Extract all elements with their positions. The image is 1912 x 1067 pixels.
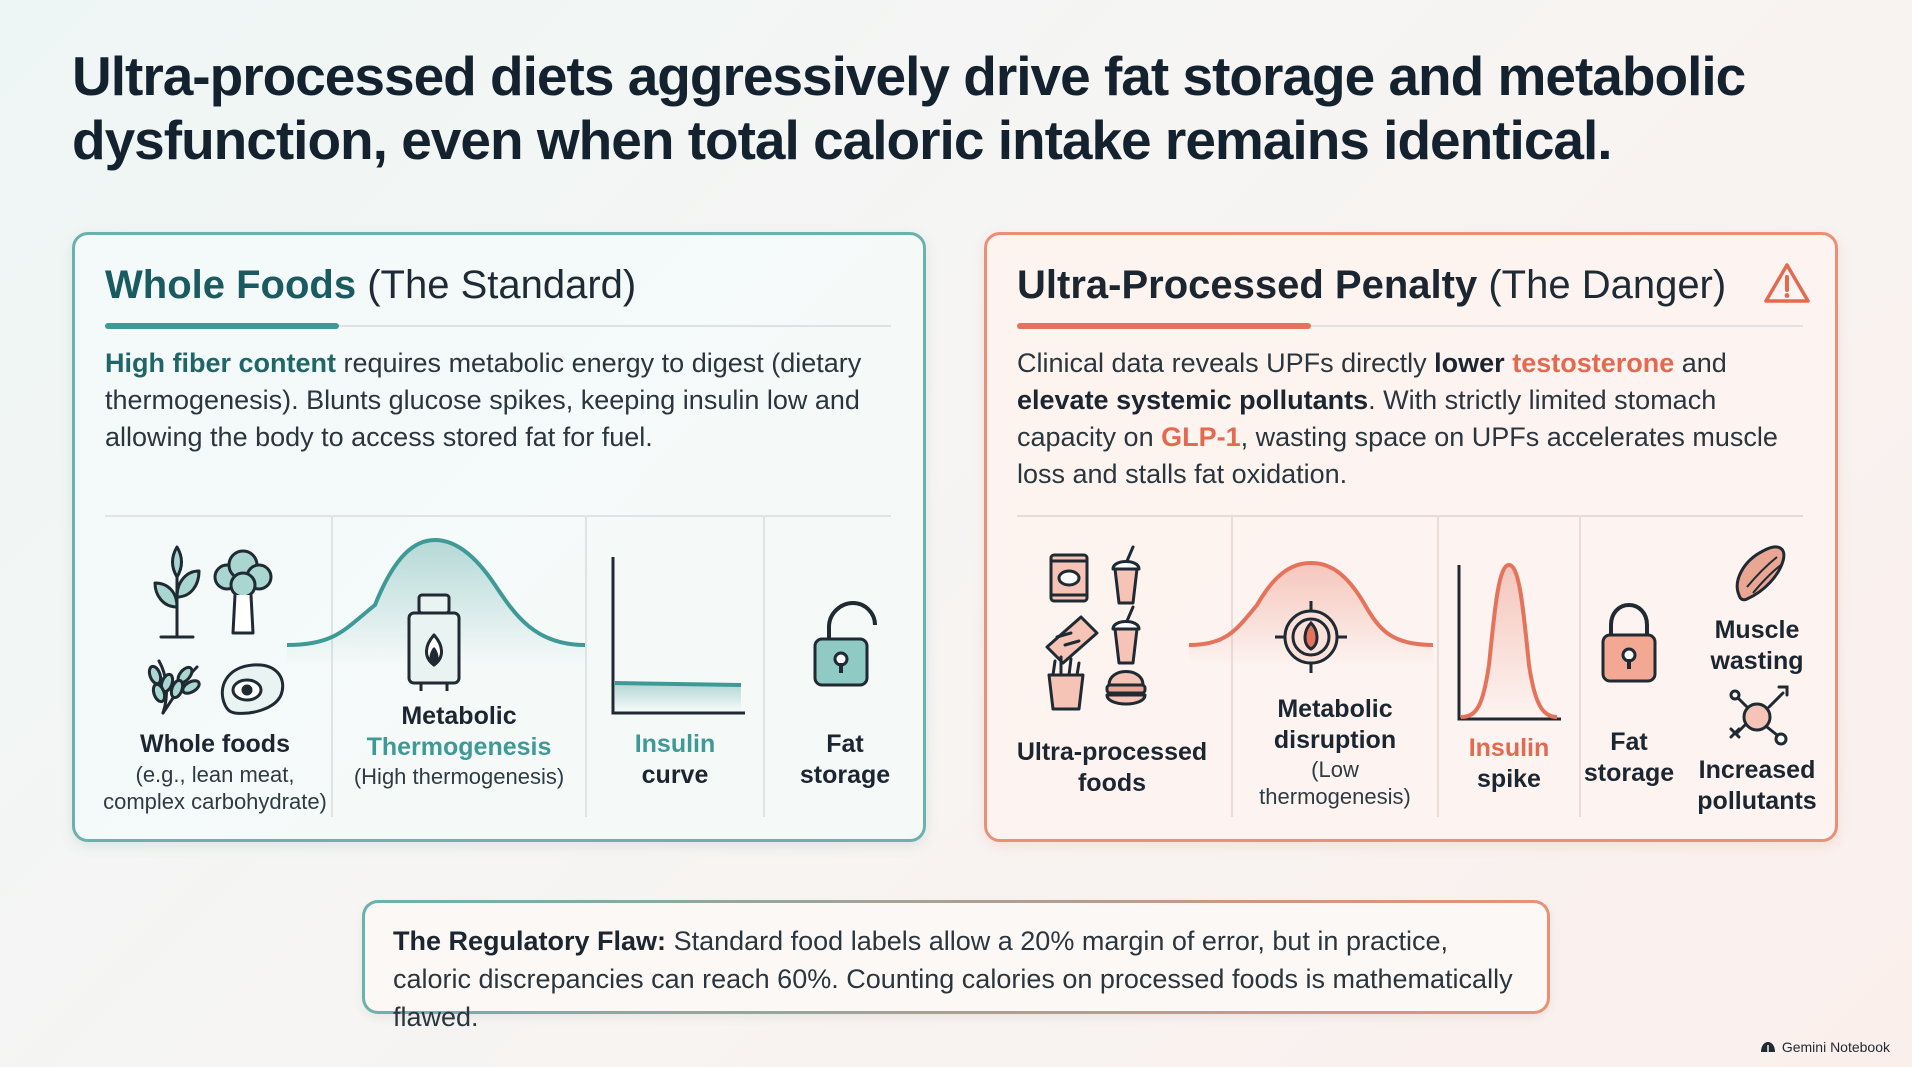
low-thermogenesis-sub-2: thermogenesis): [1259, 784, 1411, 809]
column-divider: [763, 517, 765, 817]
brand-watermark: Gemini Notebook: [1760, 1039, 1890, 1055]
metabolic-disruption-curve: [1188, 560, 1434, 647]
desc-part: , wasting space on UPFs accelerates musc…: [1017, 422, 1778, 489]
whole-foods-illustration: [147, 537, 877, 715]
target-flame-icon: [1275, 601, 1347, 673]
furnace-flame-icon: [407, 593, 461, 691]
desc-part: and: [1681, 348, 1727, 378]
brand-label: Gemini Notebook: [1781, 1039, 1890, 1055]
insulin-curve-label: curve: [641, 761, 709, 789]
muscle-label: Muscle: [1714, 616, 1800, 644]
ultra-processed-panel: Ultra-Processed Penalty (The Danger) Cli…: [984, 232, 1838, 842]
metabolic-label: Metabolic: [401, 702, 517, 730]
locked-padlock-icon: [1601, 603, 1657, 683]
insulin-spike-label: spike: [1477, 765, 1541, 793]
heading-divider: [105, 325, 891, 327]
insulin-spike-chart: [1457, 562, 1561, 721]
insulin-label: Insulin: [1468, 734, 1550, 762]
fat-storage-label: storage: [1583, 759, 1675, 787]
chips-bag-icon: [1049, 553, 1089, 603]
whole-foods-example-2: complex carbohydrate): [103, 789, 327, 814]
pollutant-molecule-icon: [1729, 685, 1789, 746]
fries-icon: [1047, 655, 1085, 711]
desc-part: . With strictly limited stomach capacity…: [1017, 385, 1717, 452]
ultra-processed-label: Ultra-processed: [1016, 738, 1208, 766]
column-divider: [1231, 517, 1233, 817]
heading-subtitle: (The Standard): [367, 263, 637, 307]
pollutants-label: pollutants: [1697, 787, 1817, 815]
desc-body: requires metabolic energy to digest (die…: [105, 348, 862, 452]
wheat-icon: [147, 659, 201, 715]
whole-foods-description: High fiber content requires metabolic en…: [105, 345, 895, 456]
whole-foods-label: Whole foods: [140, 730, 290, 758]
steak-icon: [220, 663, 285, 715]
brand-logo-icon: [1760, 1042, 1775, 1052]
muscle-wasting-label: wasting: [1710, 647, 1804, 675]
unlocked-padlock-icon: [813, 601, 877, 687]
callout-text: Standard food labels allow a 20% margin …: [393, 926, 1513, 1032]
heading-accent-bar: [105, 323, 339, 329]
whole-foods-heading: Whole Foods (The Standard): [105, 261, 636, 309]
ultra-processed-illustration: [1045, 545, 1789, 746]
sprout-icon: [153, 545, 201, 639]
soda-cup-icon: [1111, 605, 1141, 665]
column-divider: [331, 517, 333, 817]
muscle-icon: [1735, 545, 1786, 602]
burger-icon: [1105, 670, 1147, 706]
section-divider: [105, 515, 891, 517]
candy-bar-icon: [1045, 615, 1099, 665]
thermogenesis-label: Thermogenesis: [366, 733, 552, 761]
heading-bold: Whole Foods: [105, 263, 357, 307]
increased-label: Increased: [1698, 756, 1816, 784]
desc-bold: lower: [1434, 348, 1505, 378]
whole-foods-panel: Whole Foods (The Standard) High fiber co…: [72, 232, 926, 842]
column-divider: [1579, 517, 1581, 817]
ultra-processed-label-2: foods: [1077, 769, 1147, 797]
low-thermogenesis-sub: (Low: [1311, 757, 1359, 782]
thermogenesis-sub: (High thermogenesis): [353, 764, 565, 789]
disruption-label: disruption: [1273, 726, 1397, 754]
desc-part: Clinical data reveals UPFs directly: [1017, 348, 1427, 378]
metabolic-label: Metabolic: [1277, 695, 1393, 723]
heading-bold: Ultra-Processed Penalty: [1017, 263, 1478, 307]
fat-label: Fat: [1610, 728, 1648, 756]
desc-highlight: testosterone: [1512, 348, 1675, 378]
ultra-processed-heading: Ultra-Processed Penalty (The Danger): [1017, 261, 1726, 309]
section-divider: [1017, 515, 1803, 517]
desc-lead: High fiber content: [105, 348, 336, 378]
ultra-processed-description: Clinical data reveals UPFs directly lowe…: [1017, 345, 1807, 493]
thermogenesis-curve: [286, 537, 586, 647]
insulin-curve-chart: [611, 557, 745, 715]
callout-title: The Regulatory Flaw:: [393, 926, 667, 956]
warning-icon: [1764, 263, 1810, 303]
heading-accent-bar: [1017, 323, 1311, 329]
broccoli-icon: [213, 549, 273, 635]
insulin-label: Insulin: [634, 730, 716, 758]
fat-label: Fat: [826, 730, 864, 758]
page-title: Ultra-processed diets aggressively drive…: [72, 45, 1746, 171]
desc-bold: elevate systemic pollutants: [1017, 385, 1369, 415]
soda-cup-icon: [1111, 545, 1141, 605]
column-divider: [585, 517, 587, 817]
column-divider: [1437, 517, 1439, 817]
regulatory-flaw-callout: The Regulatory Flaw: Standard food label…: [362, 900, 1550, 1032]
fat-storage-label: storage: [799, 761, 891, 789]
heading-subtitle: (The Danger): [1488, 263, 1727, 307]
heading-divider: [1017, 325, 1803, 327]
desc-highlight: GLP-1: [1161, 422, 1241, 452]
whole-foods-example: (e.g., lean meat,: [135, 762, 295, 787]
